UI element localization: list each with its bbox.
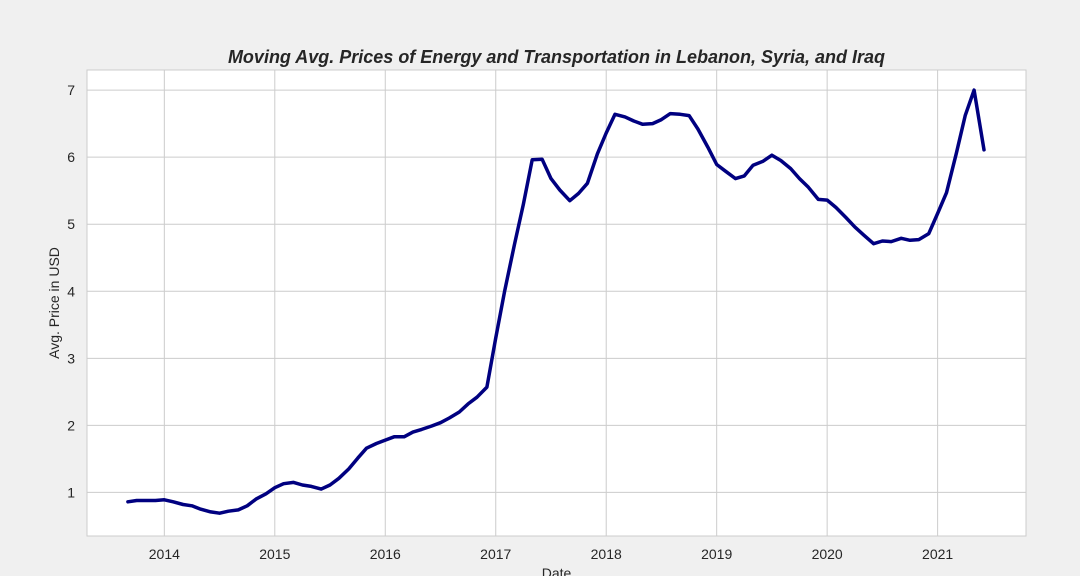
x-tick-label: 2019: [701, 546, 732, 562]
series-line: [126, 88, 986, 515]
x-tick-label: 2021: [922, 546, 953, 562]
y-tick-label: 6: [67, 149, 75, 165]
x-axis-label: Date: [542, 565, 572, 576]
x-tick-label: 2020: [812, 546, 843, 562]
x-tick-label: 2017: [480, 546, 511, 562]
x-tick-label: 2014: [149, 546, 180, 562]
y-tick-label: 2: [67, 417, 75, 433]
grid: [87, 70, 1026, 536]
plot-area: [86, 69, 1027, 537]
tick-labels: 2014 2015 2016 2017 2018 2019 2020 2021 1 2 3 4 5 6 7: [67, 82, 953, 562]
y-axis-label: Avg. Price in USD: [46, 247, 62, 359]
series-layer: [126, 88, 986, 515]
y-tick-label: 4: [67, 283, 75, 299]
y-tick-label: 7: [67, 82, 75, 98]
y-tick-label: 3: [67, 350, 75, 366]
chart-title: Moving Avg. Prices of Energy and Transpo…: [228, 47, 885, 67]
y-tick-label: 5: [67, 216, 75, 232]
x-tick-label: 2015: [259, 546, 290, 562]
y-tick-label: 1: [67, 484, 75, 500]
x-tick-label: 2016: [370, 546, 401, 562]
x-tick-label: 2018: [591, 546, 622, 562]
